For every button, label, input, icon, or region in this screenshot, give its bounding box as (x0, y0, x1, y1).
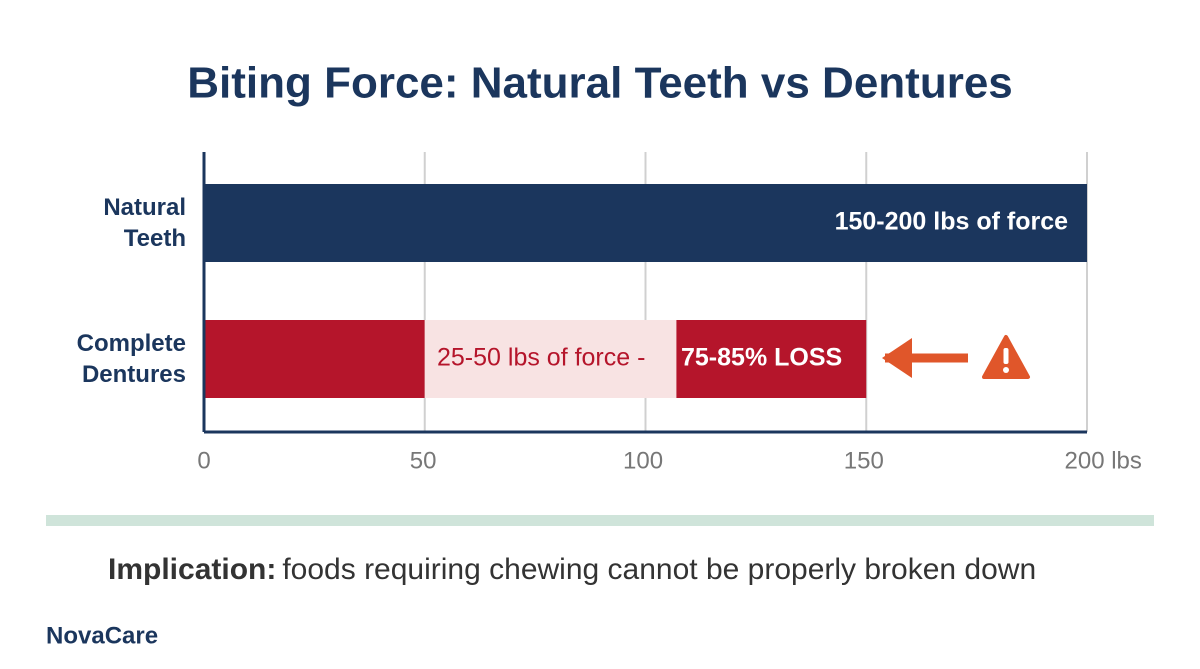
loss-label: 75-85% LOSS (681, 344, 842, 372)
value-label: 25-50 lbs of force - (437, 344, 645, 372)
separator (46, 515, 1154, 526)
implication-text: foods requiring chewing cannot be proper… (282, 553, 1036, 586)
chart-title: Biting Force: Natural Teeth vs Dentures (187, 59, 1013, 108)
bar (204, 320, 425, 398)
highlight (424, 320, 677, 398)
x-tick-label: 0 (197, 447, 210, 474)
category-label: Complete Dentures (76, 330, 186, 388)
brand: NovaCare (46, 622, 158, 649)
x-tick-label: 50 (410, 447, 437, 474)
arrow-head (882, 338, 912, 378)
implication: Implication: foods requiring chewing cann… (108, 553, 1036, 586)
x-tick-label: 100 (623, 447, 663, 474)
implication-label: Implication: (108, 553, 276, 586)
value-label: 150-200 lbs of force (835, 208, 1069, 236)
warning-dot (1003, 367, 1009, 373)
warning-mark (1003, 348, 1009, 364)
x-tick-label: 150 (844, 447, 884, 474)
category-label: Natural Teeth (103, 194, 186, 252)
x-tick-label: 200 lbs (1065, 447, 1142, 474)
highlight (676, 320, 867, 398)
bar (204, 184, 1087, 262)
